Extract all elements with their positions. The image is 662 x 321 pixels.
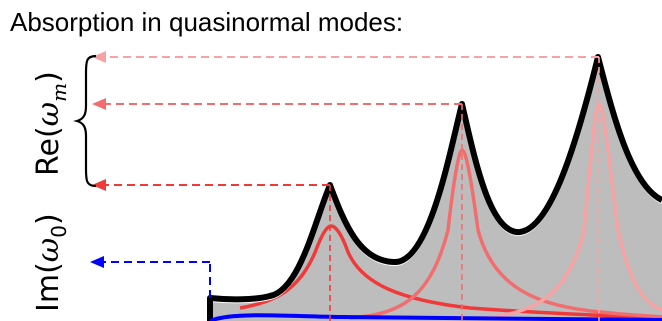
absorption-fill bbox=[210, 57, 662, 321]
im-omega-label: Im(ω0) bbox=[31, 213, 71, 312]
re-omega-label: Re(ωm) bbox=[31, 71, 71, 176]
im-projection bbox=[90, 256, 211, 298]
envelope-curve bbox=[207, 54, 662, 321]
baseline-curve bbox=[209, 313, 662, 321]
im-arrowhead bbox=[90, 256, 104, 268]
mode-curve-1 bbox=[239, 224, 662, 320]
arrowhead-2 bbox=[92, 98, 106, 110]
arrowhead-1 bbox=[92, 179, 106, 191]
re-projections bbox=[92, 51, 600, 321]
mode-curve-3 bbox=[479, 102, 662, 320]
mode-curve-2 bbox=[349, 148, 662, 320]
curly-brace bbox=[73, 54, 97, 188]
page-title: Absorption in quasinormal modes: bbox=[10, 7, 404, 37]
arrowhead-3 bbox=[92, 51, 106, 63]
